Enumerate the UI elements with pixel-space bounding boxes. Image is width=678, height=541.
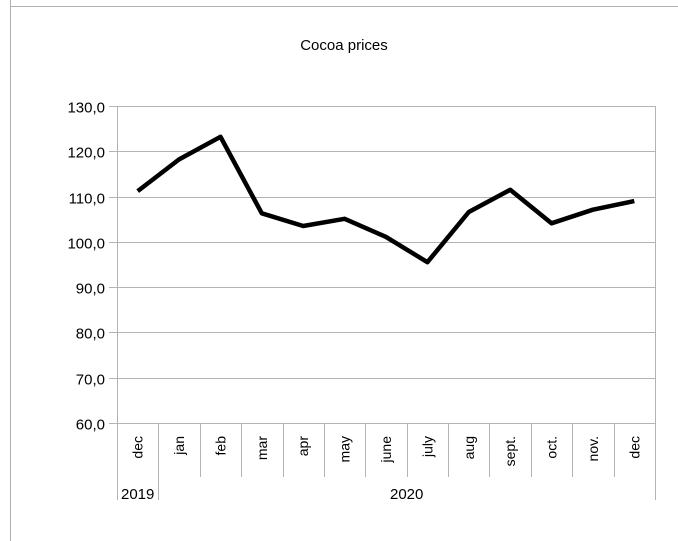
y-tick-label: 130,0 — [67, 100, 105, 117]
x-tick-label: may — [337, 436, 353, 462]
x-tick-label: dec — [130, 436, 146, 459]
y-tick-label: 70,0 — [76, 372, 105, 389]
x-tick-label: oct. — [544, 436, 560, 459]
x-tick-label: jan — [171, 436, 187, 456]
x-tick-label: sept. — [502, 436, 518, 466]
grid-layer — [117, 106, 656, 424]
series-line — [136, 134, 635, 265]
y-tick-label: 60,0 — [76, 417, 105, 434]
y-tick-label: 90,0 — [76, 281, 105, 298]
chart-title: Cocoa prices — [300, 37, 388, 54]
x-tick-label: nov. — [585, 436, 601, 461]
y-axis: 60,0 70,0 80,0 90,0 100,0 110,0 120,0 130,0 — [67, 100, 117, 434]
x-tick-label: feb — [212, 436, 228, 456]
y-tick-label: 100,0 — [67, 236, 105, 253]
x-tick-label: aug — [461, 436, 477, 459]
year-group-label: 2019 — [121, 486, 154, 503]
x-tick-label: mar — [254, 436, 270, 460]
x-tick-label: june — [378, 436, 394, 464]
x-tick-label: july — [419, 436, 435, 458]
y-tick-label: 120,0 — [67, 145, 105, 162]
y-tick-label: 80,0 — [76, 326, 105, 343]
x-axis: dec jan feb mar apr may june july aug sept. oct. no… — [117, 423, 656, 503]
y-tick-label: 110,0 — [69, 191, 105, 208]
x-tick-label: apr — [295, 436, 311, 457]
year-group-label: 2020 — [390, 486, 423, 503]
x-tick-label: dec — [626, 436, 642, 459]
series-layer — [136, 134, 635, 265]
